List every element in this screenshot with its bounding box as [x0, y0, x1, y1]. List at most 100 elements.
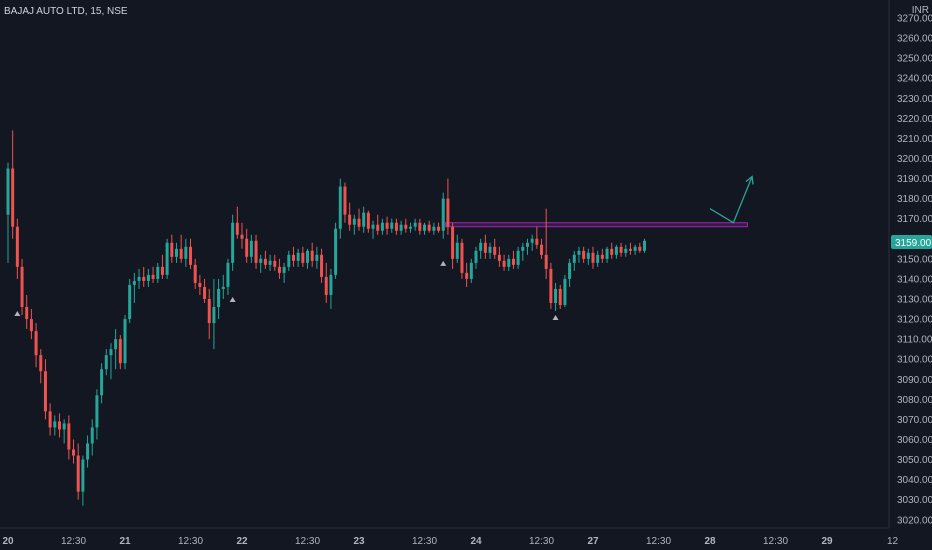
- candle-41[interactable]: [198, 274, 202, 295]
- candle-67[interactable]: [320, 248, 324, 283]
- candle-135[interactable]: [638, 242, 642, 253]
- candle-134[interactable]: [633, 244, 637, 255]
- candle-127[interactable]: [600, 248, 604, 263]
- candle-94[interactable]: [446, 178, 450, 235]
- candle-54[interactable]: [259, 254, 263, 273]
- candle-60[interactable]: [287, 250, 291, 271]
- candle-34[interactable]: [165, 238, 169, 279]
- candle-68[interactable]: [324, 262, 328, 303]
- candle-71[interactable]: [338, 178, 342, 239]
- candle-103[interactable]: [488, 242, 492, 259]
- candle-42[interactable]: [203, 278, 207, 303]
- candle-77[interactable]: [366, 210, 370, 233]
- candle-19[interactable]: [95, 389, 99, 440]
- candle-26[interactable]: [128, 278, 132, 324]
- candle-90[interactable]: [427, 220, 431, 233]
- event-marker-3[interactable]: [552, 315, 559, 321]
- candle-27[interactable]: [132, 272, 136, 303]
- candle-45[interactable]: [217, 278, 221, 320]
- candle-107[interactable]: [507, 254, 511, 271]
- candle-50[interactable]: [240, 222, 244, 249]
- price-axis[interactable]: 3270.00 3260.00 3250.00 3240.00 3230.00 3220.…: [897, 14, 932, 527]
- event-marker-0[interactable]: [14, 311, 21, 317]
- candle-96[interactable]: [455, 234, 459, 263]
- candle-2[interactable]: [15, 218, 19, 279]
- candle-125[interactable]: [591, 246, 595, 269]
- candle-122[interactable]: [577, 246, 581, 263]
- candle-28[interactable]: [137, 268, 141, 289]
- candle-32[interactable]: [156, 262, 160, 283]
- candle-38[interactable]: [184, 238, 188, 267]
- candle-52[interactable]: [249, 234, 253, 263]
- candle-36[interactable]: [174, 242, 178, 263]
- candle-20[interactable]: [100, 363, 104, 404]
- candle-130[interactable]: [614, 244, 618, 259]
- candle-35[interactable]: [170, 234, 174, 263]
- candle-113[interactable]: [535, 226, 539, 249]
- event-marker-1[interactable]: [229, 296, 236, 302]
- candle-22[interactable]: [109, 343, 113, 380]
- candle-55[interactable]: [263, 250, 267, 269]
- candle-49[interactable]: [235, 206, 239, 239]
- candle-1[interactable]: [11, 130, 15, 239]
- event-marker-2[interactable]: [440, 260, 447, 266]
- candle-115[interactable]: [544, 208, 548, 279]
- candle-93[interactable]: [441, 192, 445, 239]
- candle-74[interactable]: [352, 214, 356, 235]
- candle-29[interactable]: [142, 266, 146, 287]
- candle-48[interactable]: [231, 214, 235, 271]
- candle-132[interactable]: [624, 244, 628, 257]
- candle-109[interactable]: [516, 246, 520, 269]
- candle-83[interactable]: [394, 218, 398, 235]
- candle-5[interactable]: [29, 309, 33, 340]
- candle-69[interactable]: [329, 268, 333, 310]
- candle-30[interactable]: [146, 268, 150, 287]
- candle-117[interactable]: [554, 282, 558, 312]
- candle-116[interactable]: [549, 262, 553, 310]
- candle-114[interactable]: [540, 238, 544, 259]
- candle-23[interactable]: [114, 329, 118, 370]
- candle-120[interactable]: [568, 258, 572, 287]
- candle-85[interactable]: [404, 218, 408, 233]
- candle-46[interactable]: [221, 274, 225, 299]
- candle-39[interactable]: [189, 238, 193, 269]
- candle-59[interactable]: [282, 262, 286, 283]
- candle-14[interactable]: [72, 439, 76, 464]
- projection-path[interactable]: [709, 176, 753, 224]
- candle-10[interactable]: [53, 415, 57, 436]
- candle-6[interactable]: [34, 323, 38, 368]
- candle-3[interactable]: [20, 258, 24, 316]
- candle-105[interactable]: [497, 246, 501, 267]
- candle-4[interactable]: [25, 294, 29, 330]
- candle-131[interactable]: [619, 242, 623, 257]
- candle-136[interactable]: [642, 238, 646, 253]
- candle-40[interactable]: [193, 258, 197, 289]
- candle-11[interactable]: [57, 413, 61, 438]
- candle-24[interactable]: [118, 335, 122, 370]
- candle-16[interactable]: [81, 455, 85, 506]
- candle-97[interactable]: [460, 238, 464, 279]
- candle-76[interactable]: [362, 206, 366, 233]
- candle-0[interactable]: [6, 162, 10, 263]
- candle-63[interactable]: [301, 246, 305, 267]
- candle-126[interactable]: [596, 250, 600, 267]
- candle-91[interactable]: [432, 222, 436, 235]
- candle-104[interactable]: [493, 238, 497, 259]
- candle-25[interactable]: [123, 315, 127, 370]
- candle-9[interactable]: [48, 403, 52, 436]
- candle-7[interactable]: [39, 349, 43, 384]
- candle-51[interactable]: [245, 228, 249, 263]
- candle-88[interactable]: [418, 218, 422, 235]
- candle-21[interactable]: [104, 349, 108, 376]
- candle-47[interactable]: [226, 258, 230, 295]
- candle-78[interactable]: [371, 220, 375, 239]
- candle-100[interactable]: [474, 246, 478, 269]
- candle-64[interactable]: [306, 248, 310, 269]
- candle-43[interactable]: [207, 288, 211, 340]
- candle-65[interactable]: [310, 242, 314, 267]
- candle-110[interactable]: [521, 242, 525, 261]
- candle-128[interactable]: [605, 246, 609, 263]
- candle-17[interactable]: [86, 435, 90, 468]
- candle-95[interactable]: [451, 222, 455, 269]
